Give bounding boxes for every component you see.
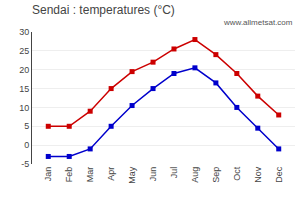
svg-text:Aug: Aug: [190, 167, 200, 183]
svg-text:Jun: Jun: [148, 167, 158, 182]
svg-text:-5: -5: [21, 159, 29, 169]
svg-text:Nov: Nov: [253, 166, 263, 183]
svg-text:5: 5: [24, 121, 29, 131]
svg-text:10: 10: [19, 103, 29, 113]
svg-text:Apr: Apr: [106, 167, 116, 181]
svg-text:Jul: Jul: [169, 167, 179, 179]
svg-text:Feb: Feb: [64, 167, 74, 183]
svg-text:0: 0: [24, 140, 29, 150]
svg-text:15: 15: [19, 84, 29, 94]
svg-text:25: 25: [19, 46, 29, 56]
svg-text:Jan: Jan: [43, 167, 53, 182]
svg-text:Dec: Dec: [274, 166, 284, 183]
svg-text:30: 30: [19, 27, 29, 37]
svg-text:20: 20: [19, 65, 29, 75]
svg-text:Sep: Sep: [211, 167, 221, 183]
svg-text:May: May: [127, 166, 137, 184]
svg-text:www.allmetsat.com: www.allmetsat.com: [223, 18, 293, 27]
svg-text:Mar: Mar: [85, 167, 95, 183]
svg-text:Oct: Oct: [232, 166, 242, 181]
svg-text:Sendai : temperatures (°C): Sendai : temperatures (°C): [32, 3, 175, 17]
